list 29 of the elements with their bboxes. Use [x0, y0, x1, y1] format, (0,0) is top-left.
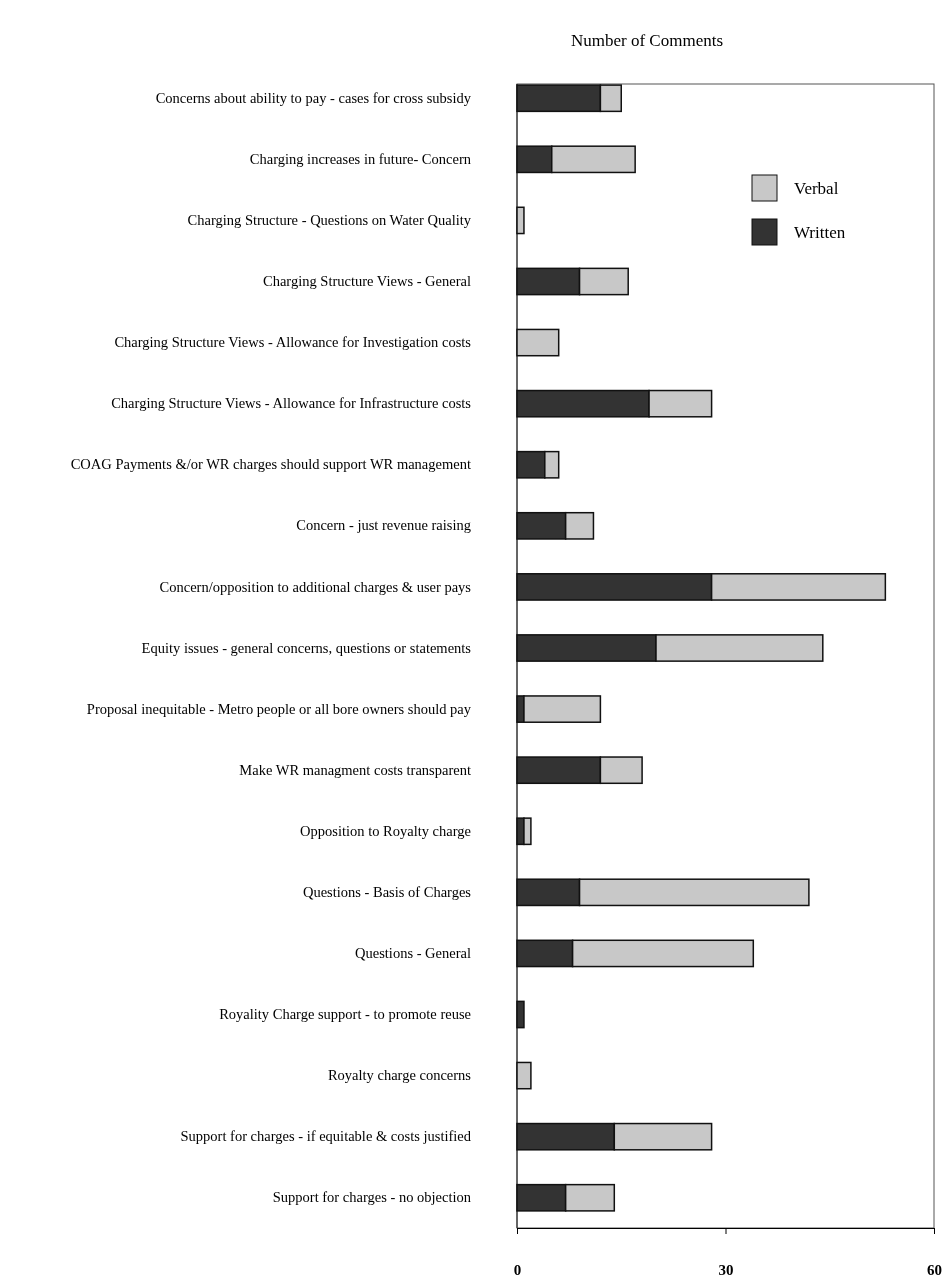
y-tick-label: Royality Charge support - to promote reuse — [219, 1006, 471, 1023]
legend-label: Verbal — [794, 179, 839, 198]
y-tick-label: Support for charges - no objection — [272, 1189, 472, 1206]
x-tick-label: 60 — [927, 1261, 942, 1278]
y-tick-label: Concern/opposition to additional charges & user pays — [159, 578, 472, 595]
y-tick-label: Royalty charge concerns — [327, 1067, 472, 1084]
y-tick-label: Concern - just revenue raising — [296, 517, 471, 534]
y-tick-label: Charging Structure Views - Allowance for Investigation costs — [114, 334, 472, 351]
y-tick-label: Opposition to Royalty charge — [300, 822, 471, 839]
chart-title: Number of Comments — [571, 31, 724, 50]
y-tick-label: COAG Payments &/or WR charges should support WR management — [70, 456, 471, 473]
y-tick-label: Questions - Basis of Charges — [302, 883, 472, 900]
bar — [516, 328, 560, 357]
bar — [516, 1061, 532, 1090]
y-tick-label: Equity issues - general concerns, questions or statements — [141, 639, 472, 656]
x-tick-label: 30 — [718, 1261, 734, 1278]
y-tick-label: Charging Structure - Questions on Water Quality — [187, 212, 472, 229]
legend-label: Written — [794, 223, 846, 242]
y-tick-label: Charging increases in future- Concern — [249, 150, 472, 167]
bar — [516, 1000, 525, 1029]
y-tick-label: Support for charges - if equitable & costs justified — [180, 1128, 472, 1145]
y-tick-label: Charging Structure Views - Allowance for Infrastructure costs — [111, 395, 472, 412]
y-tick-label: Concerns about ability to pay - cases for cross subsidy — [155, 89, 472, 106]
y-tick-label: Charging Structure Views - General — [263, 273, 471, 290]
y-tick-label: Make WR managment costs transparent — [239, 761, 471, 778]
bar — [516, 206, 525, 235]
y-tick-label: Questions - General — [355, 945, 471, 962]
x-tick-label: 0 — [513, 1261, 522, 1278]
y-tick-label: Proposal inequitable - Metro people or all bore owners should pay — [86, 700, 472, 717]
